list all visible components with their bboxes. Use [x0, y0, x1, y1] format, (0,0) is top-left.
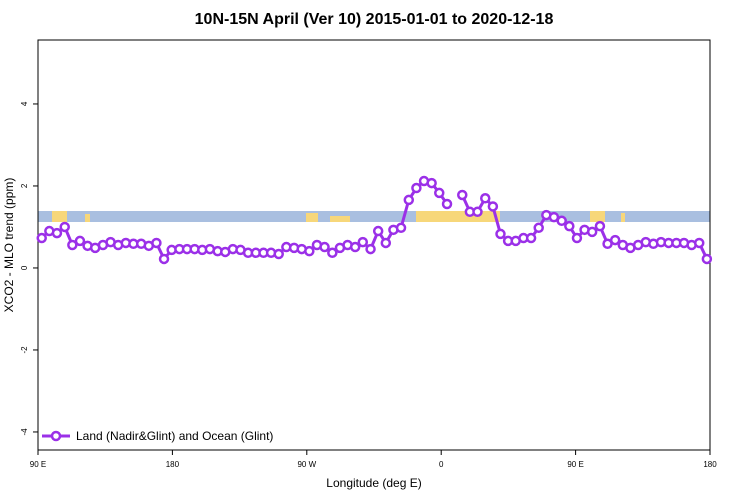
- land-patch: [85, 214, 90, 222]
- ocean-strip: [38, 211, 710, 222]
- land-patch: [306, 213, 318, 222]
- chart-title: 10N-15N April (Ver 10) 2015-01-01 to 202…: [195, 11, 554, 28]
- data-point: [273, 248, 284, 260]
- data-point: [609, 234, 621, 246]
- data-point: [487, 201, 499, 212]
- data-point: [372, 225, 384, 237]
- land-patch: [590, 211, 605, 222]
- y-tick-label: -2: [20, 346, 29, 354]
- x-tick-label: 180: [703, 460, 717, 469]
- land-patch: [621, 213, 625, 222]
- data-point: [151, 237, 162, 249]
- data-point: [533, 222, 544, 234]
- data-point: [556, 215, 567, 227]
- data-point: [495, 228, 506, 240]
- data-point: [365, 243, 376, 255]
- x-tick-label: 0: [439, 460, 444, 469]
- land-ocean-strip: [38, 211, 710, 222]
- data-point: [158, 253, 170, 265]
- legend: Land (Nadir&Glint) and Ocean (Glint): [42, 429, 273, 443]
- y-axis-label: XCO2 - MLO trend (ppm): [2, 178, 16, 313]
- land-patch: [52, 211, 67, 222]
- legend-label: Land (Nadir&Glint) and Ocean (Glint): [76, 429, 273, 443]
- land-patch: [416, 211, 500, 222]
- y-tick-label: 0: [20, 265, 29, 270]
- plot-frame: [37, 39, 711, 451]
- data-point: [304, 245, 315, 257]
- data-point: [319, 241, 330, 253]
- x-tick-label: 180: [166, 460, 180, 469]
- legend-marker: [50, 430, 62, 442]
- data-point: [571, 232, 583, 244]
- data-point: [548, 211, 560, 223]
- data-point: [327, 247, 338, 259]
- data-point: [525, 232, 537, 244]
- data-point: [594, 220, 606, 232]
- data-point: [472, 206, 483, 218]
- data-point: [36, 232, 47, 244]
- data-point: [480, 193, 491, 204]
- data-point: [434, 187, 445, 199]
- data-point: [403, 194, 415, 206]
- data-point: [59, 221, 70, 233]
- data-point: [67, 239, 78, 251]
- data-point: [74, 235, 86, 247]
- x-axis-label: Longitude (deg E): [326, 476, 421, 490]
- land-patch: [330, 216, 350, 222]
- data-point: [426, 177, 437, 189]
- data-point: [457, 189, 468, 201]
- y-tick-label: 2: [20, 183, 29, 188]
- x-tick-label: 90 E: [567, 460, 583, 469]
- data-point: [586, 226, 598, 238]
- y-tick-label: 4: [20, 101, 29, 106]
- data-point: [349, 241, 361, 253]
- data-point: [701, 253, 713, 265]
- data-point: [564, 220, 575, 232]
- data-point: [380, 237, 392, 249]
- x-tick-label: 90 W: [297, 460, 316, 469]
- data-point: [693, 237, 705, 249]
- data-point: [411, 182, 422, 194]
- x-tick-label: 90 E: [30, 460, 46, 469]
- data-point: [357, 236, 369, 248]
- data-point: [395, 222, 407, 234]
- y-tick-label: -4: [20, 428, 29, 436]
- data-point: [441, 198, 453, 210]
- data-point: [51, 227, 63, 239]
